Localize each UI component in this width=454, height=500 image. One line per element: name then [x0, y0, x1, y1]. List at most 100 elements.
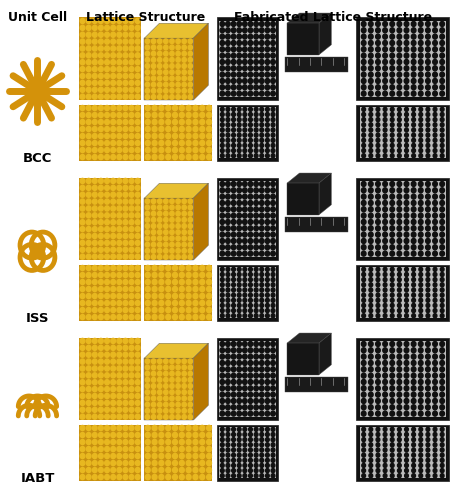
- Circle shape: [404, 188, 409, 193]
- Circle shape: [111, 247, 115, 252]
- Circle shape: [260, 28, 264, 33]
- Circle shape: [383, 188, 387, 193]
- Circle shape: [80, 366, 85, 371]
- Circle shape: [271, 272, 275, 276]
- Circle shape: [237, 200, 242, 205]
- Circle shape: [86, 440, 91, 444]
- Circle shape: [93, 254, 97, 259]
- Circle shape: [135, 432, 140, 438]
- Circle shape: [164, 212, 168, 216]
- Circle shape: [375, 188, 380, 193]
- Circle shape: [86, 474, 91, 480]
- Circle shape: [440, 213, 444, 218]
- Circle shape: [232, 314, 236, 318]
- Circle shape: [411, 213, 416, 218]
- Circle shape: [200, 294, 205, 298]
- Circle shape: [86, 154, 91, 160]
- Circle shape: [145, 426, 150, 430]
- Circle shape: [260, 22, 264, 26]
- Circle shape: [117, 178, 122, 184]
- Circle shape: [105, 280, 109, 284]
- Circle shape: [117, 474, 122, 480]
- Circle shape: [232, 468, 236, 472]
- Circle shape: [237, 22, 242, 26]
- Circle shape: [105, 300, 109, 306]
- Circle shape: [231, 194, 236, 199]
- Circle shape: [123, 400, 128, 406]
- Circle shape: [404, 40, 409, 46]
- Circle shape: [419, 238, 423, 244]
- Circle shape: [369, 28, 373, 33]
- Circle shape: [117, 53, 122, 58]
- Circle shape: [166, 126, 171, 132]
- Circle shape: [182, 236, 186, 241]
- Circle shape: [390, 40, 395, 46]
- Circle shape: [188, 218, 192, 222]
- Circle shape: [254, 443, 258, 447]
- Circle shape: [376, 432, 380, 436]
- Circle shape: [375, 22, 380, 26]
- Circle shape: [159, 454, 164, 458]
- Circle shape: [397, 360, 402, 366]
- Circle shape: [159, 266, 164, 270]
- Circle shape: [135, 94, 140, 99]
- Circle shape: [123, 220, 128, 225]
- Circle shape: [176, 372, 180, 376]
- Circle shape: [105, 366, 109, 371]
- Circle shape: [237, 91, 242, 96]
- Circle shape: [173, 468, 178, 472]
- Circle shape: [166, 474, 171, 480]
- Circle shape: [123, 432, 128, 438]
- Circle shape: [232, 112, 236, 116]
- Circle shape: [376, 448, 380, 452]
- Circle shape: [237, 458, 241, 462]
- Circle shape: [145, 205, 149, 210]
- Circle shape: [188, 224, 192, 228]
- Circle shape: [226, 283, 230, 287]
- Circle shape: [404, 66, 409, 71]
- Circle shape: [86, 39, 91, 44]
- Circle shape: [412, 138, 415, 142]
- Circle shape: [220, 308, 224, 312]
- Circle shape: [231, 213, 236, 218]
- Circle shape: [93, 234, 97, 238]
- Circle shape: [440, 304, 444, 308]
- Circle shape: [80, 272, 85, 278]
- Circle shape: [419, 453, 423, 457]
- Circle shape: [158, 248, 162, 253]
- Circle shape: [397, 354, 402, 359]
- Circle shape: [260, 268, 264, 272]
- Circle shape: [86, 220, 91, 225]
- Circle shape: [166, 272, 171, 278]
- Circle shape: [271, 232, 275, 237]
- Circle shape: [398, 123, 401, 127]
- Circle shape: [170, 248, 174, 253]
- Circle shape: [145, 140, 150, 145]
- Circle shape: [152, 230, 156, 234]
- Circle shape: [361, 245, 366, 250]
- Circle shape: [135, 148, 140, 152]
- Circle shape: [117, 460, 122, 466]
- Circle shape: [193, 426, 198, 430]
- Circle shape: [242, 28, 247, 33]
- Circle shape: [220, 22, 225, 26]
- Circle shape: [173, 154, 178, 160]
- Circle shape: [271, 380, 275, 384]
- Circle shape: [383, 464, 387, 468]
- Circle shape: [145, 224, 149, 228]
- Circle shape: [426, 468, 430, 472]
- Circle shape: [405, 293, 408, 297]
- Circle shape: [220, 392, 225, 397]
- Circle shape: [226, 245, 230, 250]
- Circle shape: [166, 106, 171, 110]
- Circle shape: [231, 85, 236, 90]
- Circle shape: [390, 245, 395, 250]
- Circle shape: [440, 78, 444, 84]
- Circle shape: [265, 251, 270, 256]
- Circle shape: [440, 453, 444, 457]
- Circle shape: [242, 47, 247, 52]
- Circle shape: [117, 414, 122, 419]
- Circle shape: [159, 140, 164, 145]
- Circle shape: [170, 384, 174, 388]
- Circle shape: [383, 28, 387, 33]
